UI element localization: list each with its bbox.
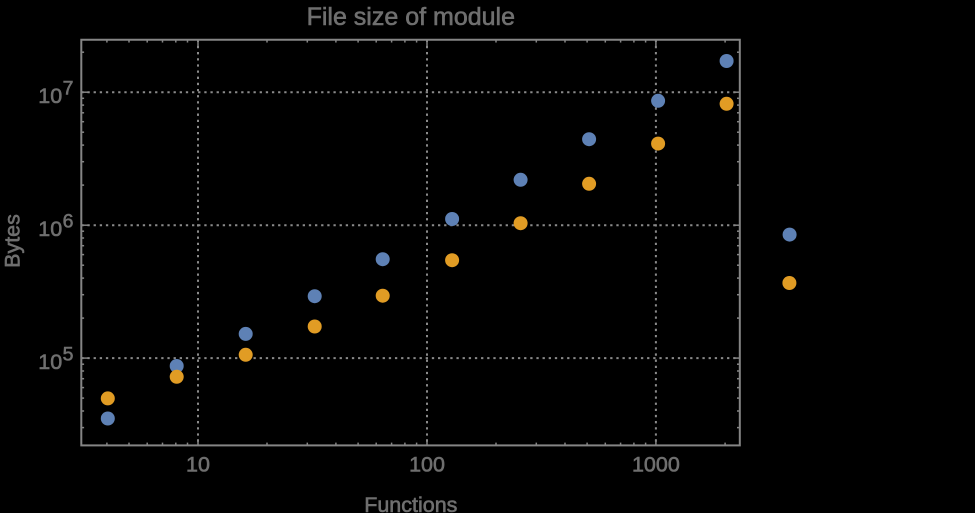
svg-text:7: 7: [63, 78, 74, 100]
svg-text:Bytes: Bytes: [1, 214, 25, 268]
svg-text:10: 10: [38, 350, 62, 374]
svg-text:Functions: Functions: [364, 493, 457, 513]
svg-text:10: 10: [186, 453, 210, 477]
svg-text:6: 6: [63, 211, 74, 233]
svg-text:10: 10: [38, 84, 62, 108]
svg-text:File size of module: File size of module: [307, 3, 515, 31]
svg-text:1000: 1000: [632, 453, 680, 477]
svg-text:100: 100: [409, 453, 445, 477]
svg-text:10: 10: [38, 217, 62, 241]
svg-text:5: 5: [63, 344, 74, 366]
